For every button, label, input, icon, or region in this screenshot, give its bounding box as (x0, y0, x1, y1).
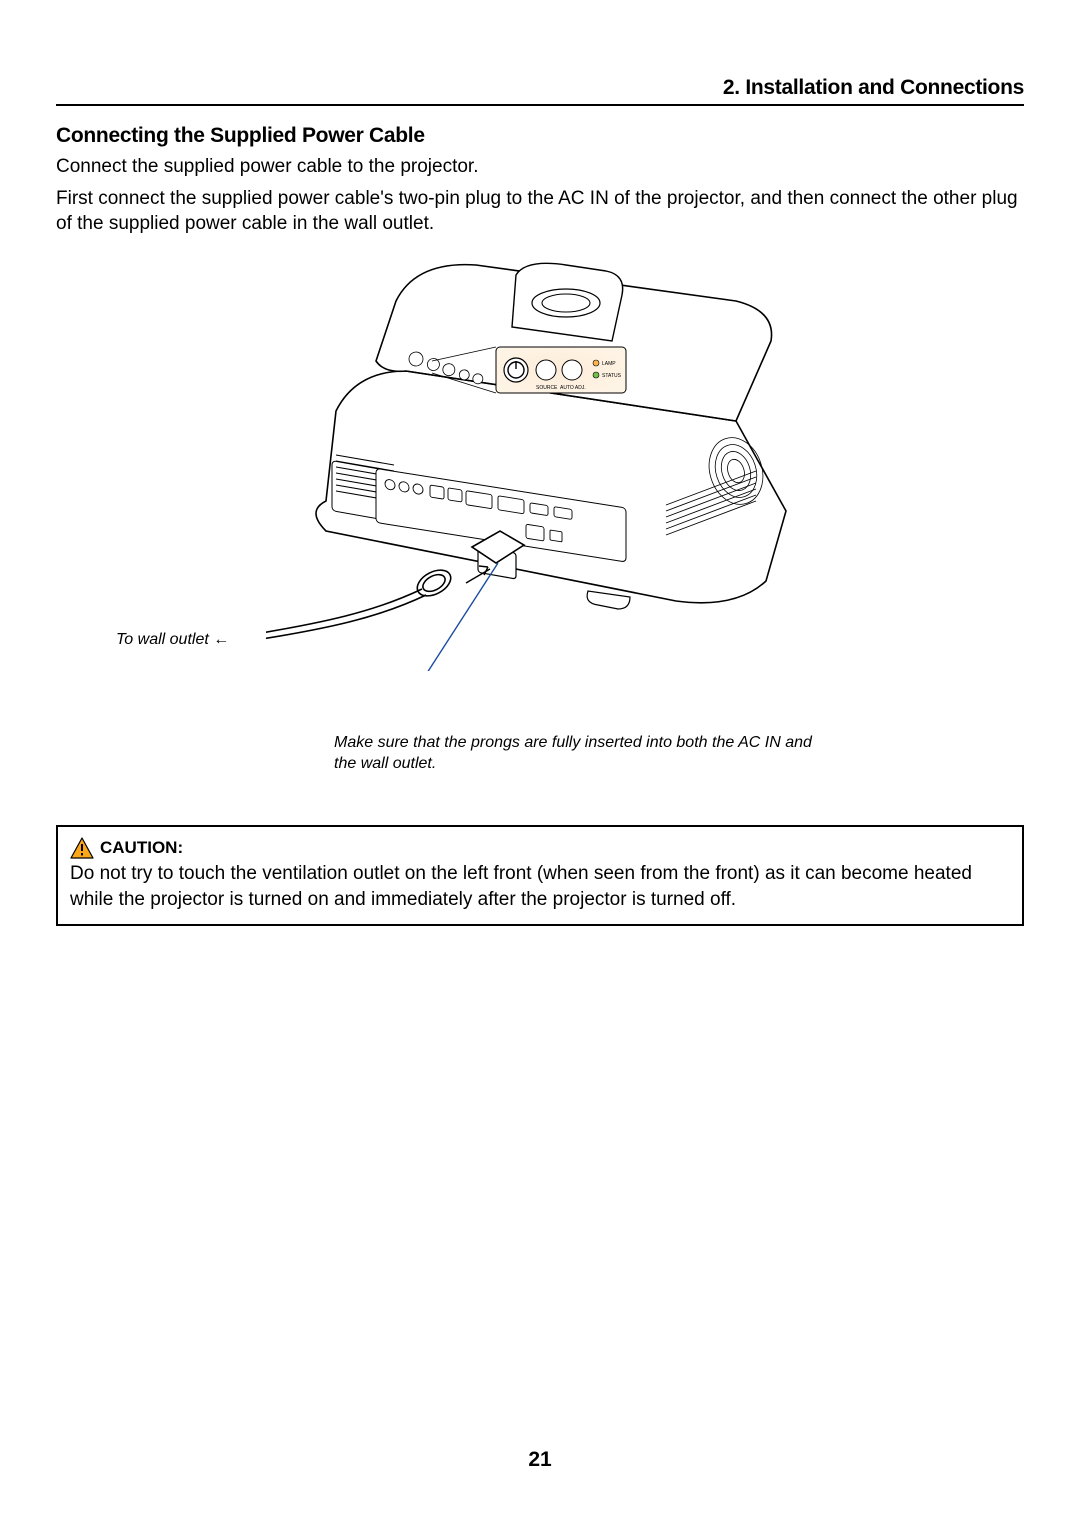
caution-box: CAUTION: Do not try to touch the ventila… (56, 825, 1024, 926)
prong-note: Make sure that the prongs are fully inse… (334, 733, 814, 775)
intro-text-2: First connect the supplied power cable's… (56, 186, 1024, 237)
caution-icon (70, 837, 94, 859)
caution-text: Do not try to touch the ventilation outl… (70, 861, 1010, 912)
page-number: 21 (0, 1448, 1080, 1472)
projector-illustration: LAMP STATUS SOURCE AUTO ADJ. (266, 251, 826, 671)
callout-autoadj-label: AUTO ADJ. (560, 385, 586, 391)
section-title: Connecting the Supplied Power Cable (56, 124, 1024, 148)
callout-status-label: STATUS (602, 373, 622, 379)
projector-figure: LAMP STATUS SOURCE AUTO ADJ. To wall out… (56, 251, 1024, 811)
callout-lamp-label: LAMP (602, 361, 616, 367)
wall-outlet-label: To wall outlet ← (116, 631, 229, 649)
chapter-header: 2. Installation and Connections (56, 76, 1024, 106)
callout-source-label: SOURCE (536, 385, 558, 391)
chapter-title: 2. Installation and Connections (723, 76, 1024, 99)
intro-text-1: Connect the supplied power cable to the … (56, 154, 1024, 180)
caution-label: CAUTION: (100, 838, 183, 858)
